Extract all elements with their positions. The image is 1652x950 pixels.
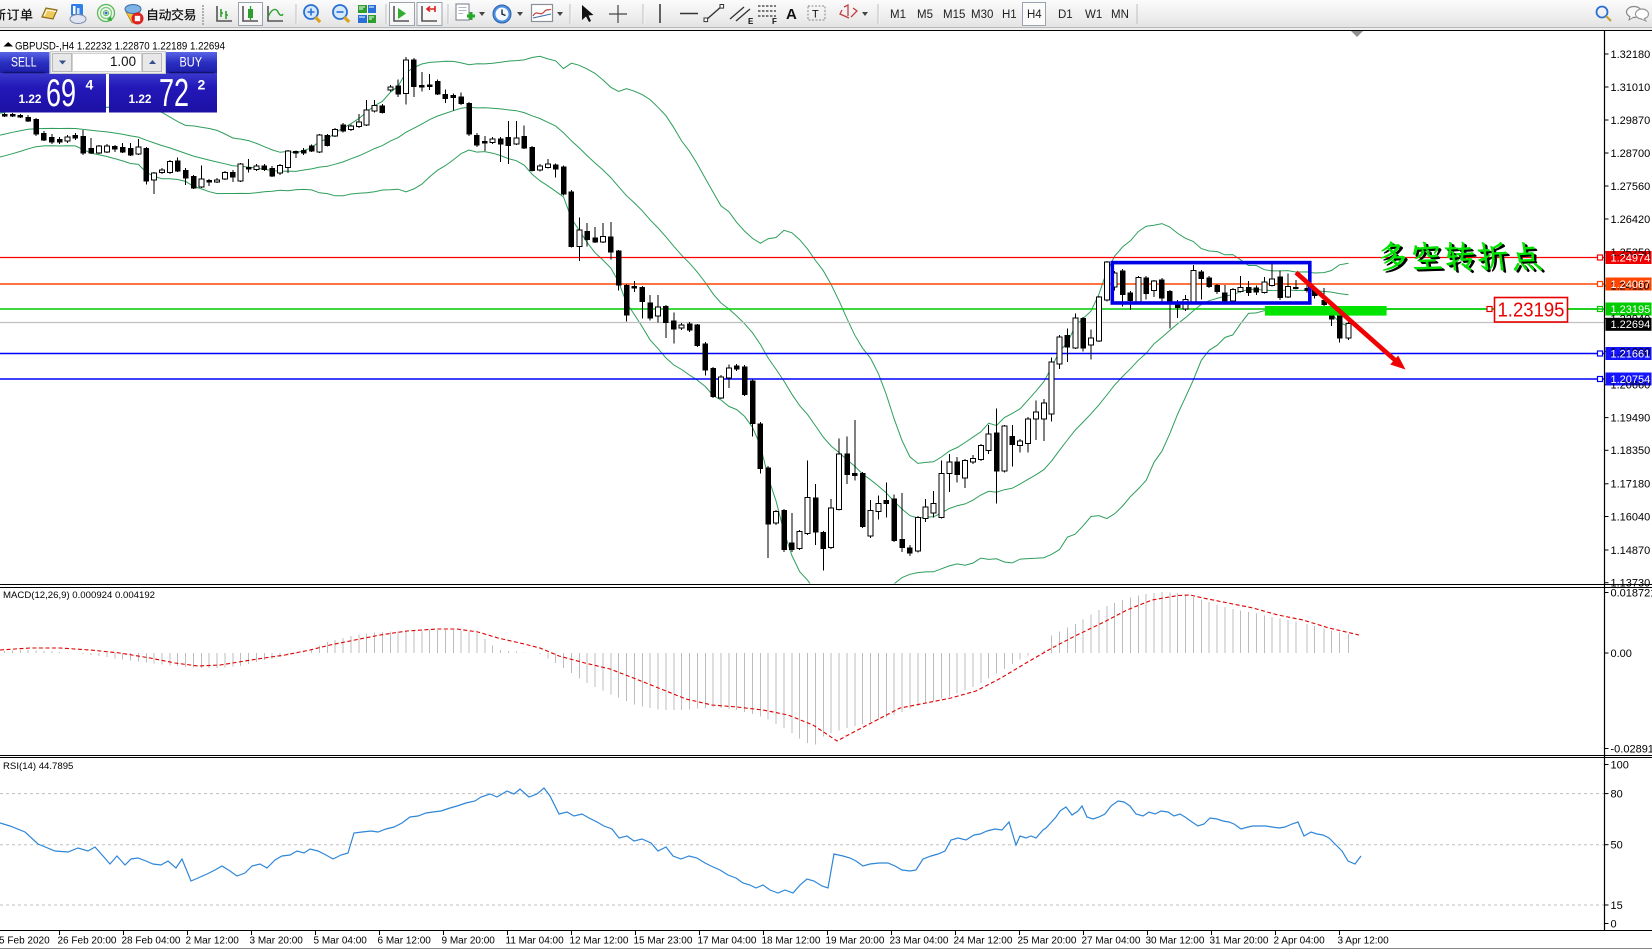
svg-text:27 Mar 04:00: 27 Mar 04:00 [1082, 936, 1141, 947]
svg-text:1.26420: 1.26420 [1611, 214, 1651, 226]
svg-text:1.20754: 1.20754 [1611, 374, 1651, 386]
svg-text:1.31010: 1.31010 [1611, 82, 1651, 94]
svg-text:MN: MN [1111, 9, 1129, 21]
svg-text:M30: M30 [971, 9, 993, 21]
svg-text:H4: H4 [1027, 9, 1042, 21]
svg-text:9 Mar 20:00: 9 Mar 20:00 [442, 936, 496, 947]
svg-text:1.24110: 1.24110 [1611, 281, 1650, 293]
svg-text:30 Mar 12:00: 30 Mar 12:00 [1146, 936, 1205, 947]
svg-text:15: 15 [1611, 900, 1623, 912]
svg-text:0: 0 [1611, 918, 1617, 930]
svg-text:M5: M5 [917, 9, 933, 21]
svg-text:1.19490: 1.19490 [1611, 412, 1651, 424]
svg-text:12 Mar 12:00: 12 Mar 12:00 [570, 936, 629, 947]
svg-text:28 Feb 04:00: 28 Feb 04:00 [122, 936, 181, 947]
svg-text:23 Mar 04:00: 23 Mar 04:00 [890, 936, 949, 947]
svg-text:GBPUSD-,H4 1.22232 1.22870 1.: GBPUSD-,H4 1.22232 1.22870 1.22189 1.226… [15, 41, 225, 53]
svg-text:24 Mar 12:00: 24 Mar 12:00 [954, 936, 1013, 947]
svg-text:A: A [786, 6, 797, 23]
svg-text:1.00: 1.00 [110, 54, 136, 69]
svg-text:F: F [772, 17, 777, 26]
svg-text:3 Apr 12:00: 3 Apr 12:00 [1338, 936, 1390, 947]
svg-text:25 Feb 2020: 25 Feb 2020 [0, 936, 50, 947]
svg-text:1.21800: 1.21800 [1611, 346, 1651, 358]
svg-text:72: 72 [159, 72, 189, 115]
svg-text:1.27560: 1.27560 [1611, 181, 1651, 193]
svg-text:11 Mar 04:00: 11 Mar 04:00 [506, 936, 565, 947]
svg-text:1.22: 1.22 [129, 92, 152, 106]
svg-text:4: 4 [86, 77, 94, 93]
svg-text:1.29870: 1.29870 [1611, 115, 1651, 127]
svg-text:15 Mar 23:00: 15 Mar 23:00 [634, 936, 693, 947]
svg-text:1.22940: 1.22940 [1611, 313, 1651, 325]
svg-text:1.22694: 1.22694 [1611, 319, 1651, 331]
svg-text:1.28700: 1.28700 [1611, 148, 1651, 160]
svg-text:T: T [812, 9, 819, 21]
svg-text:1.23195: 1.23195 [1611, 304, 1651, 316]
svg-text:19 Mar 20:00: 19 Mar 20:00 [826, 936, 885, 947]
svg-text:1.24067: 1.24067 [1611, 279, 1651, 291]
svg-text:1.23195: 1.23195 [1498, 299, 1565, 322]
svg-text:17 Mar 04:00: 17 Mar 04:00 [698, 936, 757, 947]
svg-text:18 Mar 12:00: 18 Mar 12:00 [762, 936, 821, 947]
svg-text:69: 69 [46, 72, 76, 115]
svg-text:80: 80 [1611, 788, 1623, 800]
svg-text:1.20660: 1.20660 [1611, 379, 1651, 391]
svg-text:2 Apr 04:00: 2 Apr 04:00 [1274, 936, 1326, 947]
svg-text:100: 100 [1611, 759, 1629, 771]
svg-text:3 Mar 20:00: 3 Mar 20:00 [250, 936, 304, 947]
svg-text:1.14870: 1.14870 [1611, 545, 1651, 557]
svg-text:1.18350: 1.18350 [1611, 445, 1651, 457]
svg-text:-0.028913: -0.028913 [1611, 743, 1652, 755]
svg-text:1.32180: 1.32180 [1611, 49, 1651, 61]
svg-text:1.16040: 1.16040 [1611, 511, 1651, 523]
svg-text:50: 50 [1611, 840, 1623, 852]
svg-text:25 Mar 20:00: 25 Mar 20:00 [1018, 936, 1077, 947]
svg-text:BUY: BUY [180, 55, 203, 70]
svg-text:RSI(14) 44.7895: RSI(14) 44.7895 [3, 761, 73, 772]
svg-text:W1: W1 [1085, 9, 1102, 21]
svg-text:D1: D1 [1058, 9, 1073, 21]
svg-text:1.24974: 1.24974 [1611, 252, 1651, 264]
svg-text:2 Mar 12:00: 2 Mar 12:00 [186, 936, 240, 947]
svg-text:H1: H1 [1002, 9, 1017, 21]
svg-text:26 Feb 20:00: 26 Feb 20:00 [58, 936, 117, 947]
svg-text:M15: M15 [943, 9, 965, 21]
svg-text:M1: M1 [890, 9, 906, 21]
svg-text:1.13730: 1.13730 [1611, 578, 1651, 590]
svg-text:1.22: 1.22 [19, 92, 42, 106]
svg-text:MACD(12,26,9) 0.000924 0.00419: MACD(12,26,9) 0.000924 0.004192 [3, 590, 155, 601]
svg-text:0.018721: 0.018721 [1611, 587, 1652, 599]
svg-text:1.25250: 1.25250 [1611, 247, 1651, 259]
svg-text:31 Mar 20:00: 31 Mar 20:00 [1210, 936, 1269, 947]
svg-text:5 Mar 04:00: 5 Mar 04:00 [314, 936, 368, 947]
svg-text:SELL: SELL [11, 55, 37, 70]
svg-text:0.00: 0.00 [1611, 648, 1632, 660]
svg-text:6 Mar 12:00: 6 Mar 12:00 [378, 936, 432, 947]
svg-text:1.17180: 1.17180 [1611, 479, 1651, 491]
svg-text:1.21661: 1.21661 [1611, 348, 1651, 360]
svg-text:E: E [748, 17, 754, 26]
svg-text:2: 2 [198, 77, 206, 93]
